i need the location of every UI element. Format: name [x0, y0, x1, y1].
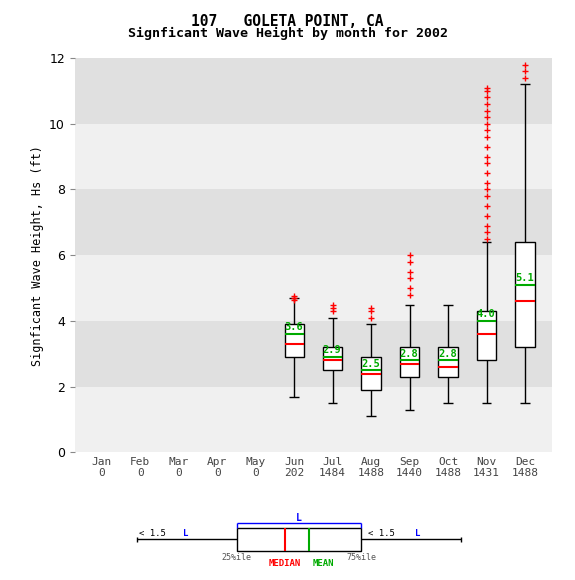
Bar — [237, 528, 361, 551]
Text: < 1.5: < 1.5 — [139, 528, 171, 538]
Y-axis label: Signficant Wave Height, Hs (ft): Signficant Wave Height, Hs (ft) — [30, 145, 44, 365]
Bar — [75, 255, 552, 321]
Text: MEDIAN: MEDIAN — [269, 559, 301, 568]
Text: 5.1: 5.1 — [515, 273, 534, 283]
Text: L: L — [183, 528, 189, 538]
Text: 3.6: 3.6 — [284, 322, 303, 332]
Text: MEAN: MEAN — [313, 559, 334, 568]
Bar — [75, 190, 552, 255]
Bar — [75, 387, 552, 452]
Text: 75%ile: 75%ile — [346, 553, 376, 563]
Bar — [477, 311, 496, 360]
Bar — [75, 58, 552, 124]
Text: 2.9: 2.9 — [323, 346, 342, 356]
Bar — [515, 242, 535, 347]
Text: 2.8: 2.8 — [438, 349, 457, 358]
Text: Signficant Wave Height by month for 2002: Signficant Wave Height by month for 2002 — [128, 27, 447, 41]
Bar — [400, 347, 419, 377]
Text: L: L — [415, 528, 420, 538]
Text: 4.0: 4.0 — [477, 309, 496, 320]
Text: 107   GOLETA POINT, CA: 107 GOLETA POINT, CA — [191, 14, 384, 30]
Text: 2.8: 2.8 — [400, 349, 419, 358]
Text: 25%ile: 25%ile — [222, 553, 252, 563]
Bar — [439, 347, 458, 377]
Bar — [285, 324, 304, 357]
Bar — [323, 347, 342, 370]
Bar — [362, 357, 381, 390]
Text: 2.5: 2.5 — [361, 358, 380, 369]
Text: < 1.5: < 1.5 — [368, 528, 400, 538]
Bar — [75, 124, 552, 190]
Bar — [75, 321, 552, 387]
Text: L: L — [296, 513, 302, 523]
